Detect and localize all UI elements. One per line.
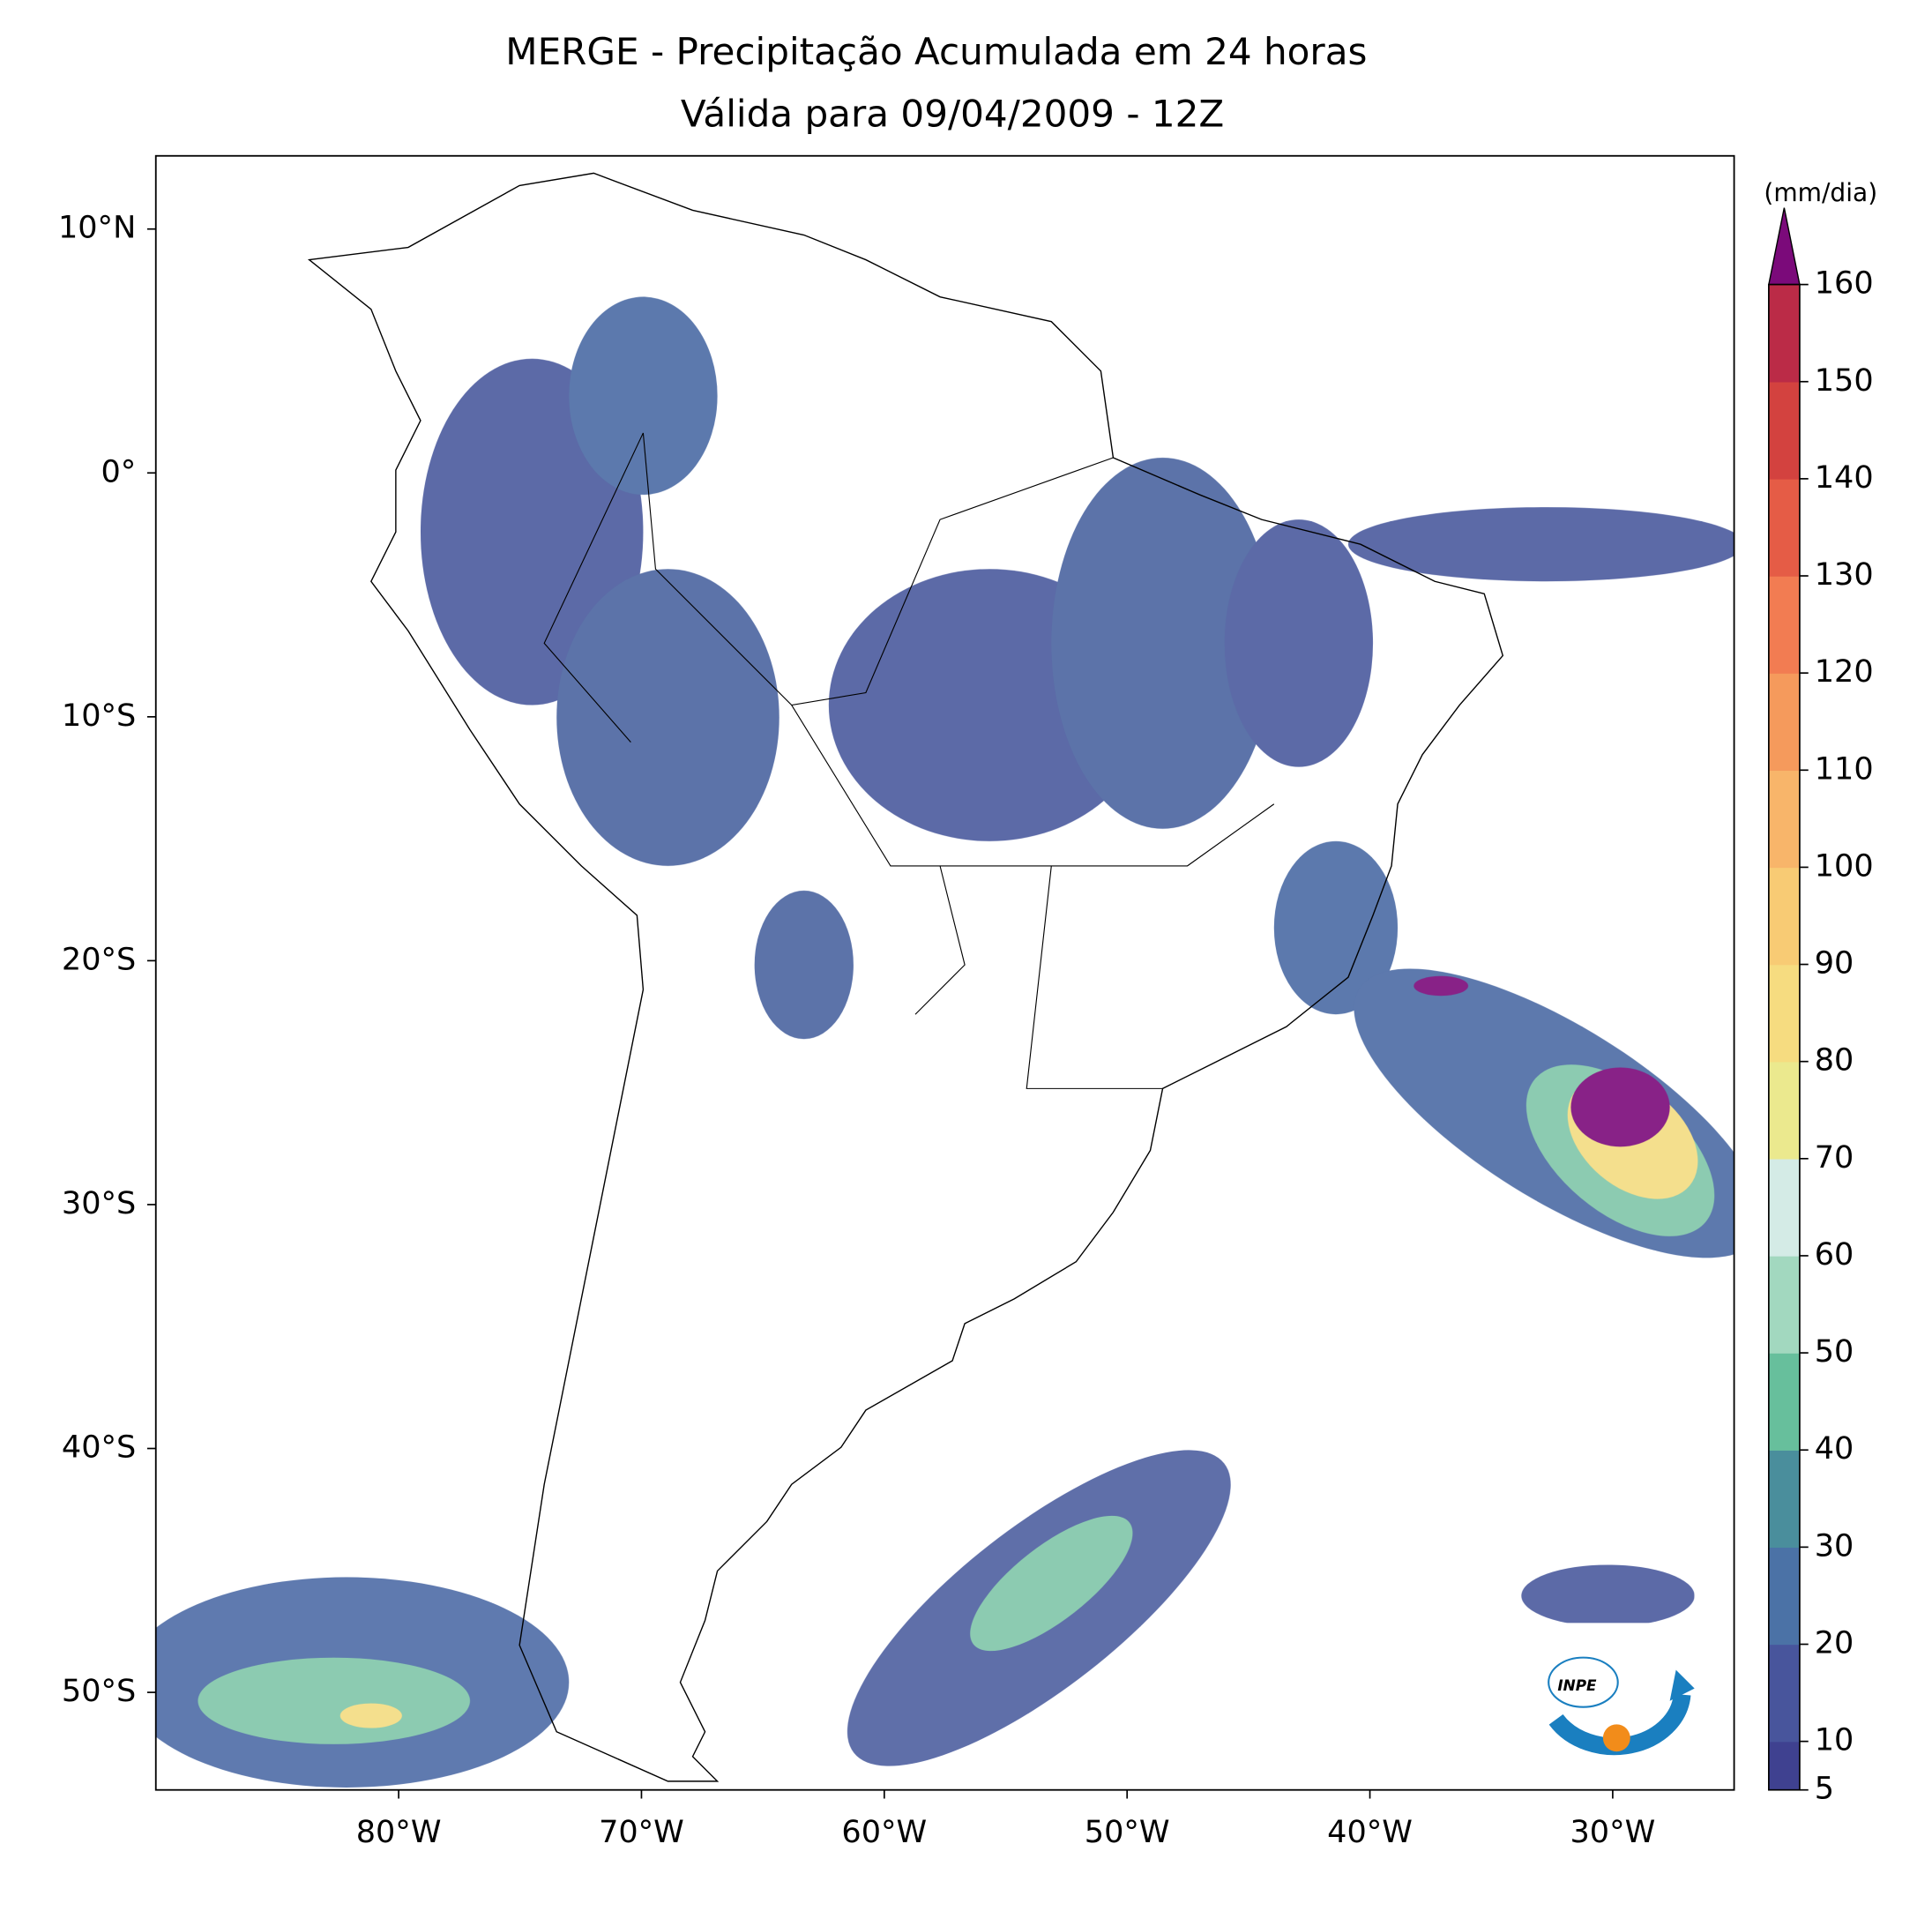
x-tick-label: 60°W xyxy=(841,1814,927,1850)
colorbar-tick-label: 100 xyxy=(1815,847,1874,884)
precip-area xyxy=(1224,519,1373,767)
colorbar-segment xyxy=(1768,284,1800,383)
colorbar-tick-label: 110 xyxy=(1815,750,1874,787)
precip-area xyxy=(556,569,780,866)
colorbar-tick-label: 90 xyxy=(1815,945,1854,982)
colorbar-segment xyxy=(1768,381,1800,480)
colorbar-tick-label: 10 xyxy=(1815,1722,1854,1758)
colorbar-tick-label: 80 xyxy=(1815,1042,1854,1079)
precip-area xyxy=(1348,507,1734,582)
logo-text: INPE xyxy=(1557,1676,1597,1694)
logo-orbit xyxy=(1548,1656,1619,1708)
x-tick-label: 70°W xyxy=(599,1814,684,1850)
y-tick-label: 0° xyxy=(101,453,136,489)
colorbar-tick-label: 150 xyxy=(1815,362,1874,399)
colorbar-tick-label: 130 xyxy=(1815,556,1874,593)
y-tick-label: 40°S xyxy=(62,1430,136,1466)
precip-area xyxy=(569,296,718,496)
logo-sun xyxy=(1602,1724,1630,1752)
colorbar-segment xyxy=(1768,673,1800,771)
colorbar-segment xyxy=(1768,1644,1800,1743)
colorbar-tick-label: 5 xyxy=(1815,1771,1834,1807)
chart-subtitle: Válida para 09/04/2009 - 12Z xyxy=(681,92,1224,135)
colorbar-tick-label: 140 xyxy=(1815,459,1874,496)
logo-swoosh xyxy=(1548,1693,1691,1756)
colorbar-segment xyxy=(1768,1255,1800,1354)
x-tick-label: 40°W xyxy=(1327,1814,1413,1850)
precip-area xyxy=(754,890,854,1040)
y-tick-label: 50°S xyxy=(62,1673,136,1709)
colorbar-segment xyxy=(1768,1061,1800,1160)
colorbar-segment xyxy=(1768,1158,1800,1257)
precip-area xyxy=(970,1515,1133,1652)
precip-area xyxy=(1273,840,1399,1015)
colorbar-tick-label: 120 xyxy=(1815,653,1874,690)
colorbar-tick-label: 160 xyxy=(1815,265,1874,302)
precipitation-field xyxy=(155,296,1734,1788)
colorbar-segment xyxy=(1768,1450,1800,1549)
y-tick-label: 20°S xyxy=(62,941,136,977)
colorbar-segment xyxy=(1768,576,1800,674)
colorbar-tick-label: 70 xyxy=(1815,1139,1854,1176)
y-tick-label: 10°N xyxy=(58,210,136,246)
precip-area xyxy=(1570,1067,1670,1147)
precip-area xyxy=(198,1657,471,1744)
colorbar-label: (mm/dia) xyxy=(1764,178,1877,207)
x-tick-label: 80°W xyxy=(356,1814,442,1850)
colorbar-extend xyxy=(1768,207,1801,286)
figure-content: MERGE - Precipitação Acumulada em 24 hor… xyxy=(58,30,1877,1850)
precip-area xyxy=(1051,457,1274,829)
colorbar-frame xyxy=(1768,283,1801,1791)
colorbar-segment xyxy=(1768,1353,1800,1451)
colorbar-tick-label: 60 xyxy=(1815,1236,1854,1273)
logo-arrow xyxy=(1669,1669,1695,1701)
colorbar-segment xyxy=(1768,478,1800,577)
colorbar-tick-label: 20 xyxy=(1815,1625,1854,1661)
colorbar-tick-label: 50 xyxy=(1815,1333,1854,1370)
y-tick-label: 30°S xyxy=(62,1185,136,1221)
colorbar-tick-label: 30 xyxy=(1815,1527,1854,1564)
colorbar-segment xyxy=(1768,867,1800,966)
map-area: INPE xyxy=(155,172,1734,1788)
precip-area xyxy=(1521,1564,1695,1627)
map-frame xyxy=(154,154,1735,1791)
y-tick-label: 10°S xyxy=(62,698,136,734)
colorbar-segment xyxy=(1768,1741,1800,1791)
x-tick-label: 50°W xyxy=(1085,1814,1170,1850)
logo-background xyxy=(1527,1623,1719,1781)
colorbar-tick-label: 40 xyxy=(1815,1430,1854,1467)
precip-area xyxy=(339,1703,402,1728)
colorbar-segment xyxy=(1768,964,1800,1063)
border xyxy=(543,432,1275,1089)
coastline xyxy=(307,172,1504,1782)
colorbar-segment xyxy=(1768,1547,1800,1646)
x-tick-label: 30°W xyxy=(1570,1814,1656,1850)
colorbar-segment xyxy=(1768,770,1800,869)
chart-title: MERGE - Precipitação Acumulada em 24 hor… xyxy=(505,30,1367,73)
precip-area xyxy=(1414,975,1469,997)
